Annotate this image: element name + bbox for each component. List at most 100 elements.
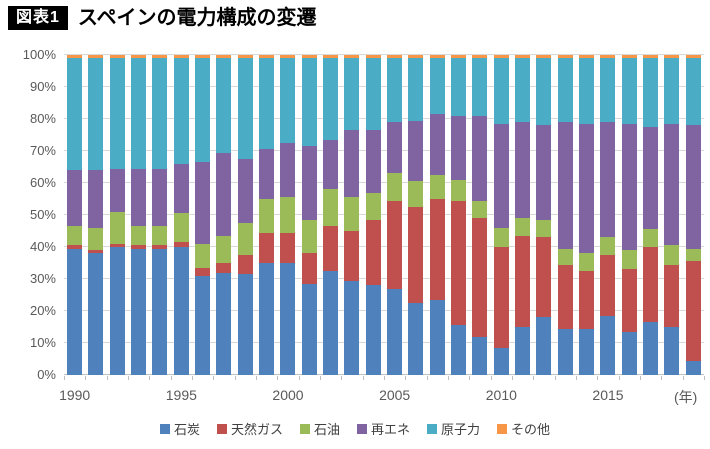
segment-oil-1991: [88, 227, 104, 251]
segment-natural-gas-2000: [280, 232, 296, 263]
x-tick: [341, 376, 343, 380]
segment-natural-gas-2015: [600, 255, 616, 316]
segment-other-2003: [344, 55, 360, 59]
segment-coal-2002: [323, 271, 339, 375]
segment-coal-1995: [173, 247, 189, 375]
segment-natural-gas-2003: [344, 231, 360, 281]
segment-nuclear-2012: [536, 58, 552, 126]
bar-2017: [643, 55, 659, 375]
bar-column-1999: [256, 55, 277, 375]
segment-renewables-2013: [557, 122, 573, 249]
segment-oil-1998: [237, 223, 253, 256]
y-tick-label: 100%: [22, 47, 56, 62]
segment-oil-2017: [643, 229, 659, 248]
segment-renewables-2015: [600, 122, 616, 238]
segment-other-2011: [515, 55, 531, 59]
page-title: 図表1 スペインの電力構成の変遷: [8, 6, 317, 30]
segment-other-2008: [451, 55, 467, 59]
segment-nuclear-1990: [67, 58, 83, 171]
segment-oil-2006: [408, 181, 424, 207]
bar-2006: [408, 55, 424, 375]
segment-nuclear-2008: [451, 58, 467, 116]
segment-oil-2000: [280, 197, 296, 233]
x-tick: [405, 376, 407, 380]
segment-renewables-2002: [323, 139, 339, 190]
segment-coal-2011: [515, 327, 531, 375]
bar-column-2013: [555, 55, 576, 375]
y-tick-label: 70%: [29, 143, 56, 158]
bar-1992: [109, 55, 125, 375]
segment-natural-gas-2008: [451, 200, 467, 326]
bar-2011: [515, 55, 531, 375]
legend-item-nuclear: 原子力: [427, 419, 480, 438]
segment-oil-2003: [344, 197, 360, 232]
segment-other-2002: [323, 55, 339, 59]
segment-oil-2010: [493, 227, 509, 248]
segment-coal-2015: [600, 315, 616, 375]
y-tick-label: 20%: [29, 303, 56, 318]
segment-natural-gas-2009: [472, 218, 488, 337]
segment-other-1994: [152, 55, 168, 59]
segment-oil-1990: [67, 226, 83, 246]
segment-oil-2019: [685, 248, 701, 262]
segment-coal-1991: [88, 253, 104, 375]
segment-natural-gas-2001: [301, 253, 317, 284]
segment-natural-gas-2016: [621, 269, 637, 332]
segment-oil-2014: [579, 253, 595, 272]
segment-oil-2005: [387, 173, 403, 201]
segment-natural-gas-1998: [237, 255, 253, 275]
y-tick-label: 40%: [29, 239, 56, 254]
segment-oil-1999: [259, 199, 275, 233]
bar-column-2014: [576, 55, 597, 375]
segment-nuclear-1992: [109, 58, 125, 169]
bar-1993: [131, 55, 147, 375]
segment-nuclear-2006: [408, 58, 424, 121]
segment-renewables-1991: [88, 170, 104, 228]
segment-other-1996: [195, 55, 211, 59]
segment-other-2015: [600, 55, 616, 59]
bar-1990: [67, 55, 83, 375]
segment-coal-2019: [685, 360, 701, 375]
x-tick: [320, 376, 321, 380]
bar-column-1994: [149, 55, 170, 375]
segment-oil-1993: [131, 226, 147, 246]
segment-nuclear-2003: [344, 58, 360, 131]
plot-area: [64, 54, 704, 375]
segment-other-2012: [536, 55, 552, 59]
segment-coal-2014: [579, 328, 595, 375]
segment-oil-2013: [557, 248, 573, 265]
bar-2005: [387, 55, 403, 375]
segment-nuclear-2016: [621, 58, 637, 124]
bar-column-2006: [405, 55, 426, 375]
segment-oil-2001: [301, 219, 317, 254]
legend-label-other: その他: [511, 422, 551, 437]
bar-column-1992: [107, 55, 128, 375]
segment-coal-2013: [557, 328, 573, 375]
segment-natural-gas-1994: [152, 245, 168, 249]
segment-renewables-2005: [387, 122, 403, 174]
x-axis-line: [64, 374, 704, 375]
segment-other-2018: [664, 55, 680, 59]
segment-other-1990: [67, 55, 83, 59]
segment-other-2010: [493, 55, 509, 59]
segment-oil-1996: [195, 243, 211, 268]
bar-1994: [152, 55, 168, 375]
segment-coal-2006: [408, 303, 424, 375]
segment-other-1997: [216, 55, 232, 59]
legend-label-renewables: 再エネ: [371, 422, 411, 437]
y-tick-label: 30%: [29, 271, 56, 286]
bar-2003: [344, 55, 360, 375]
bar-1991: [88, 55, 104, 375]
bar-1998: [237, 55, 253, 375]
bar-column-2008: [448, 55, 469, 375]
segment-renewables-2006: [408, 120, 424, 182]
segment-natural-gas-2002: [323, 226, 339, 271]
segment-other-2019: [685, 55, 701, 59]
bar-column-2017: [640, 55, 661, 375]
x-tick: [661, 376, 663, 380]
segment-renewables-2014: [579, 123, 595, 254]
segment-coal-2008: [451, 325, 467, 375]
y-gridline: [64, 182, 704, 183]
segment-other-2014: [579, 55, 595, 59]
x-tick: [170, 376, 172, 380]
